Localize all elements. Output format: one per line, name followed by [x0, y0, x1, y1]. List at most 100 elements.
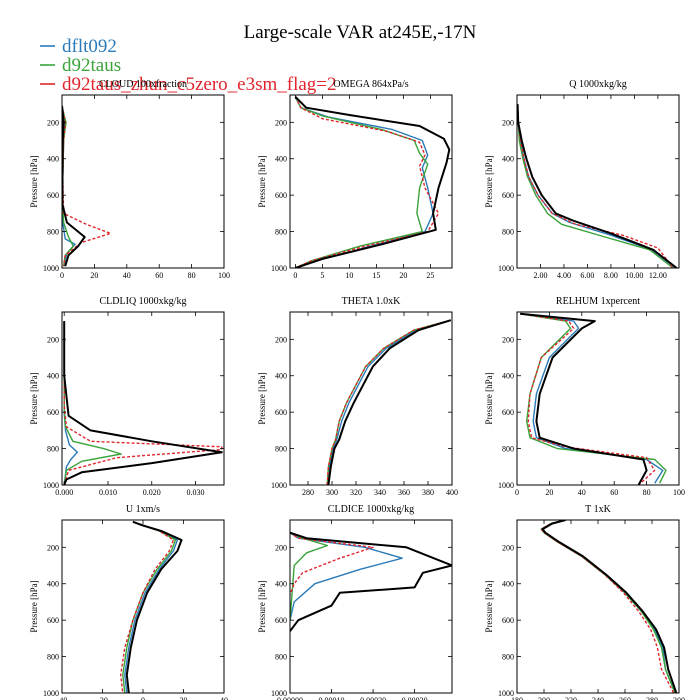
x-tick-label: 12.00 — [649, 271, 667, 280]
x-tick-label: 200 — [538, 696, 550, 700]
series-group — [62, 105, 112, 267]
x-tick-label: 80 — [188, 271, 196, 280]
plot-frame — [61, 311, 225, 486]
x-tick-label: 60 — [610, 488, 618, 497]
series-group — [290, 531, 452, 632]
y-tick-label: 800 — [275, 228, 287, 237]
chart-panel: CLDICE 1000xkg/kg 0.00000 0.00010 0.00020 0.… — [257, 504, 453, 700]
x-tick-label: 0 — [515, 488, 519, 497]
x-tick-label: 380 — [422, 488, 434, 497]
x-tick-label: -40 — [57, 696, 68, 700]
y-tick-label: 600 — [502, 616, 514, 625]
y-tick-label: 400 — [47, 580, 59, 589]
x-tick-label: 20 — [545, 488, 553, 497]
series-line — [125, 520, 183, 693]
x-tick-label: 40 — [123, 271, 131, 280]
series-line — [294, 96, 429, 268]
chart-panel: CLDLIQ 1000xkg/kg 0.000 0.010 0.020 0.030 200… — [29, 296, 225, 497]
y-axis-label: Pressure [hPa] — [257, 580, 267, 632]
x-tick-label: 100 — [673, 488, 685, 497]
panel-title: U 1xm/s — [126, 504, 160, 515]
series-line — [63, 321, 122, 485]
x-tick-label: 0.010 — [99, 488, 117, 497]
x-tick-label: 0.00020 — [360, 696, 386, 700]
y-tick-label: 600 — [502, 191, 514, 200]
series-line — [122, 521, 177, 693]
y-tick-label: 200 — [502, 118, 514, 127]
y-tick-label: 1000 — [43, 481, 59, 490]
x-tick-label: 10.00 — [625, 271, 643, 280]
x-tick-label: 40 — [220, 696, 228, 700]
plot-frame — [516, 311, 680, 486]
y-tick-label: 200 — [47, 543, 59, 552]
chart-panel: RELHUM 1xpercent 0 20 40 60 80 100 200 400 600 800… — [484, 296, 685, 497]
x-tick-label: 240 — [592, 696, 604, 700]
chart-panel: T 1xK 180 200 220 240 260 280 300 200 400 600 800 10… — [484, 504, 685, 700]
legend-item: d92taus_zhun_c5zero_e3sm_flag=2 — [40, 74, 337, 95]
y-tick-label: 600 — [502, 408, 514, 417]
series-line — [520, 312, 648, 485]
y-axis-label: Pressure [hPa] — [29, 155, 39, 207]
y-tick-label: 1000 — [271, 481, 287, 490]
series-group — [63, 321, 223, 485]
x-tick-label: 300 — [673, 696, 685, 700]
y-tick-label: 1000 — [271, 264, 287, 273]
x-tick-label: 320 — [350, 488, 362, 497]
plot-frame — [289, 311, 453, 486]
y-tick-label: 200 — [275, 543, 287, 552]
y-tick-label: 800 — [502, 653, 514, 662]
series-line — [294, 96, 440, 268]
series-line — [517, 104, 678, 268]
y-tick-label: 800 — [275, 653, 287, 662]
x-tick-label: 10 — [345, 271, 353, 280]
y-axis-label: Pressure [hPa] — [29, 580, 39, 632]
y-tick-label: 800 — [502, 445, 514, 454]
y-tick-label: 800 — [47, 653, 59, 662]
series-line — [124, 521, 179, 693]
x-tick-label: 0 — [60, 271, 64, 280]
series-line — [517, 104, 676, 268]
x-tick-label: 400 — [446, 488, 458, 497]
y-tick-label: 800 — [47, 445, 59, 454]
x-tick-label: 80 — [643, 488, 651, 497]
y-tick-label: 600 — [275, 408, 287, 417]
panel-title: CLDLIQ 1000xkg/kg — [100, 296, 187, 307]
panel-title: THETA 1.0xK — [342, 296, 401, 307]
x-tick-label: 60 — [155, 271, 163, 280]
series-group — [294, 96, 451, 268]
series-line — [63, 321, 79, 485]
y-tick-label: 800 — [502, 228, 514, 237]
series-line — [540, 520, 675, 693]
x-tick-label: 260 — [619, 696, 631, 700]
y-tick-label: 400 — [502, 372, 514, 381]
y-axis-label: Pressure [hPa] — [484, 580, 494, 632]
x-tick-label: 40 — [578, 488, 586, 497]
legend-label: dflt092 — [62, 36, 117, 57]
y-tick-label: 200 — [502, 335, 514, 344]
series-line — [327, 319, 452, 485]
y-tick-label: 200 — [275, 118, 287, 127]
series-line — [520, 313, 656, 485]
y-tick-label: 400 — [502, 580, 514, 589]
series-line — [294, 96, 434, 268]
x-tick-label: 0.00010 — [319, 696, 345, 700]
plot-frame — [516, 94, 680, 269]
series-line — [62, 105, 112, 267]
panel-title: T 1xK — [585, 504, 611, 515]
y-tick-label: 800 — [275, 445, 287, 454]
x-tick-label: 0.00030 — [402, 696, 428, 700]
x-tick-label: 180 — [511, 696, 523, 700]
y-axis-label: Pressure [hPa] — [29, 372, 39, 424]
series-group — [517, 104, 678, 268]
plot-frame — [289, 94, 453, 269]
y-tick-label: 1000 — [271, 689, 287, 698]
y-tick-label: 600 — [47, 191, 59, 200]
x-tick-label: 25 — [426, 271, 434, 280]
x-tick-label: 20 — [90, 271, 98, 280]
x-tick-label: 15 — [372, 271, 380, 280]
x-tick-label: 280 — [646, 696, 658, 700]
y-tick-label: 400 — [275, 155, 287, 164]
y-tick-label: 800 — [47, 228, 59, 237]
series-line — [541, 520, 678, 693]
series-group — [326, 319, 452, 485]
